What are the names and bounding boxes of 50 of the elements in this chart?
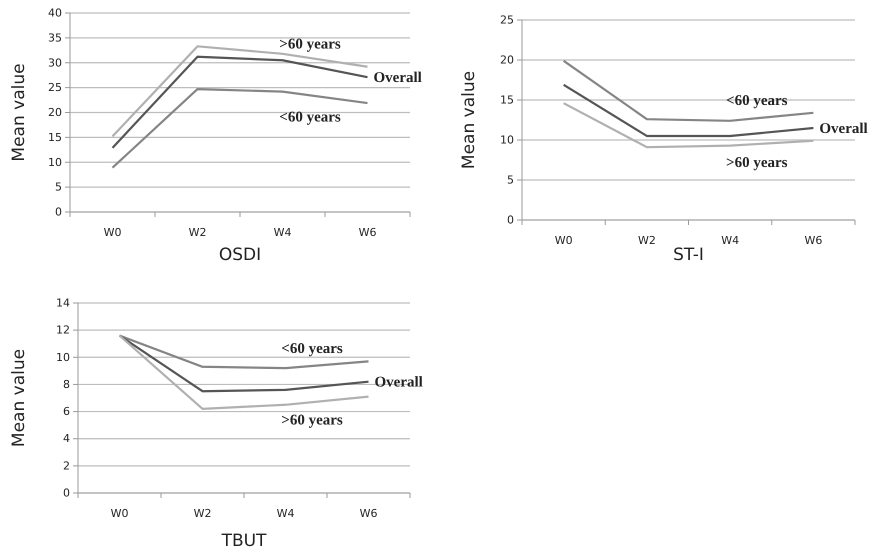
x-axis-title: OSDI (218, 245, 262, 265)
series-label: <60 years (281, 340, 343, 357)
x-axis-title: ST-I (673, 245, 704, 265)
x-tick-label: W0 (110, 506, 128, 520)
series-label: >60 years (279, 36, 341, 52)
x-tick-label: W2 (194, 506, 212, 520)
y-tick-label: 12 (56, 324, 70, 337)
y-tick-label: 15 (48, 130, 62, 144)
y-tick-label: 40 (48, 6, 62, 20)
y-axis-title: Mean value (9, 348, 29, 448)
y-tick-label: 6 (63, 405, 70, 418)
y-tick-label: 14 (56, 296, 70, 310)
x-tick-label: W0 (554, 234, 573, 247)
y-tick-label: 30 (48, 56, 62, 70)
y-tick-label: 20 (48, 106, 62, 120)
x-tick-label: W6 (360, 506, 378, 520)
x-tick-label: W0 (104, 226, 122, 239)
y-tick-label: 35 (48, 31, 62, 44)
series-label: Overall (374, 70, 422, 86)
y-tick-label: 4 (63, 432, 70, 446)
x-tick-label: W4 (721, 234, 740, 247)
y-axis-title: Mean value (459, 70, 479, 170)
y-tick-label: 0 (63, 486, 70, 500)
y-tick-label: 5 (507, 174, 514, 187)
series-label: Overall (819, 121, 868, 137)
y-tick-label: 25 (48, 81, 62, 94)
y-tick-label: 5 (55, 180, 62, 194)
y-tick-label: 10 (500, 134, 514, 147)
x-tick-label: W4 (276, 506, 294, 520)
y-tick-label: 10 (56, 350, 70, 364)
series-label: >60 years (281, 412, 343, 429)
y-tick-label: 15 (500, 94, 514, 107)
x-tick-label: W6 (358, 226, 376, 239)
y-tick-label: 2 (63, 459, 70, 472)
series-label: <60 years (726, 92, 788, 109)
y-axis-title: Mean value (9, 63, 29, 162)
y-tick-label: 0 (55, 206, 62, 219)
x-tick-label: W6 (804, 234, 822, 247)
y-tick-label: 10 (48, 156, 62, 169)
series-label: >60 years (726, 155, 788, 172)
y-tick-label: 8 (63, 378, 70, 391)
y-tick-label: 25 (500, 14, 514, 27)
x-tick-label: W2 (638, 234, 656, 247)
series-label: Overall (374, 374, 423, 391)
x-tick-label: W2 (188, 226, 206, 239)
series-label: <60 years (279, 109, 341, 126)
x-axis-title: TBUT (220, 531, 268, 551)
x-tick-label: W4 (274, 226, 292, 239)
y-tick-label: 20 (500, 54, 514, 67)
y-tick-label: 0 (507, 214, 514, 227)
